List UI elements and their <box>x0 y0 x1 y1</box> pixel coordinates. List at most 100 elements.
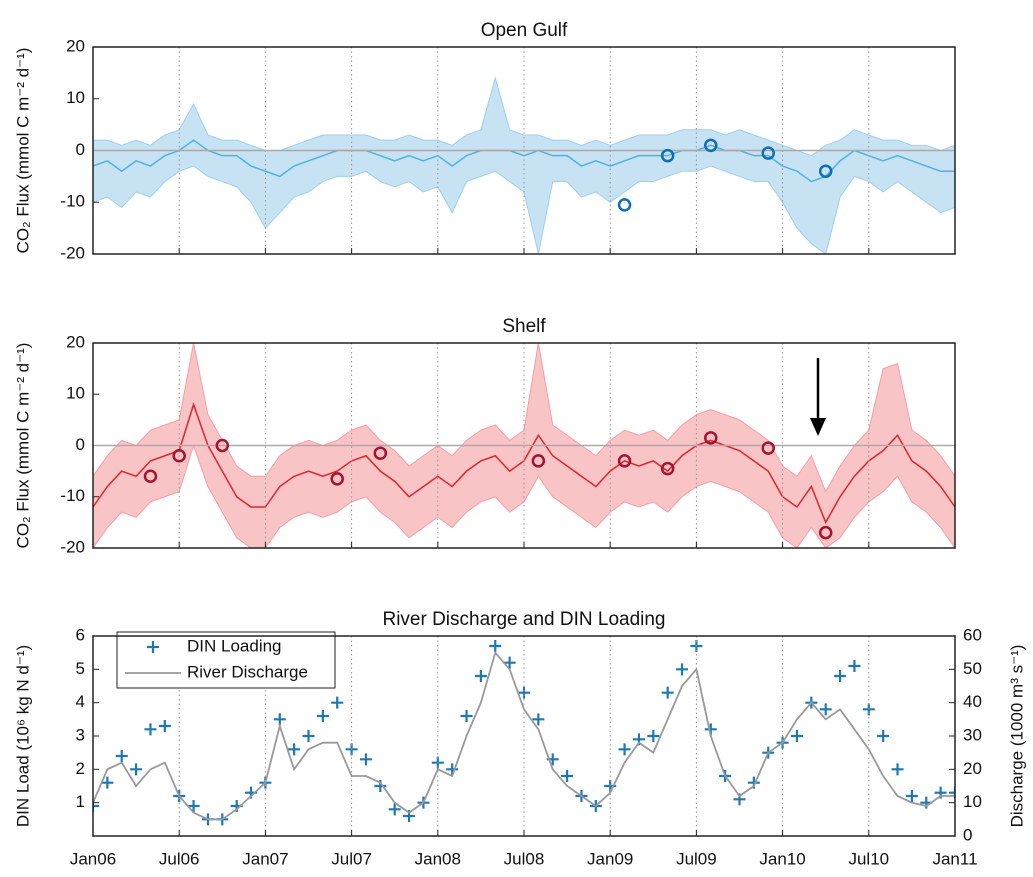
y-tick-label: 10 <box>66 384 85 403</box>
din-marker <box>446 763 459 776</box>
panel <box>93 640 955 826</box>
y-tick-label: 2 <box>76 759 85 778</box>
panel-title: River Discharge and DIN Loading <box>382 609 665 630</box>
y-tick-label: 1 <box>76 792 85 811</box>
din-marker <box>130 763 143 776</box>
observation <box>172 449 186 463</box>
din-marker <box>561 770 574 782</box>
observation <box>704 138 718 153</box>
observation <box>660 461 675 476</box>
observation <box>531 454 546 468</box>
y-tick-label: 6 <box>76 625 85 644</box>
din-marker <box>834 670 847 682</box>
observation <box>143 469 158 483</box>
din-marker <box>187 800 200 812</box>
y2-tick-label: 0 <box>963 825 972 844</box>
din-marker <box>359 753 372 766</box>
y-tick-label: -20 <box>60 243 85 262</box>
din-marker <box>848 660 861 672</box>
y-tick-label: 0 <box>76 140 85 159</box>
din-marker <box>618 743 631 756</box>
x-tick-label: Jan06 <box>70 849 116 868</box>
x-tick-label: Jul07 <box>331 849 372 868</box>
din-marker <box>647 730 660 742</box>
y2-axis-label: Discharge (1000 m³ s⁻¹) <box>1007 645 1026 828</box>
legend-symbol <box>147 641 159 653</box>
y2-tick-label: 40 <box>963 692 982 711</box>
x-tick-label: Jan11 <box>932 849 977 868</box>
y-tick-label: 0 <box>76 435 85 454</box>
din-marker <box>532 713 545 726</box>
observation <box>761 441 775 455</box>
observation <box>617 198 632 212</box>
din-marker <box>101 776 114 789</box>
x-tick-label: Jul06 <box>159 849 200 868</box>
din-marker <box>474 670 487 682</box>
plot-frame <box>92 342 956 549</box>
din-marker <box>489 640 502 652</box>
din-marker <box>877 730 890 742</box>
x-tick-label: Jan09 <box>587 849 633 868</box>
panel-title: Open Gulf <box>481 20 568 41</box>
x-tick-label: Jan08 <box>415 849 461 868</box>
observation <box>818 525 833 540</box>
y2-tick-label: 20 <box>963 759 982 778</box>
din-marker <box>115 750 128 762</box>
x-tick-label: Jul08 <box>504 849 545 868</box>
din-marker <box>518 686 530 699</box>
observation <box>617 454 632 468</box>
din-marker <box>288 743 301 756</box>
plot-frame <box>92 46 956 255</box>
y-tick-label: -20 <box>60 537 85 556</box>
observation <box>330 472 344 486</box>
y-tick-label: 3 <box>76 725 85 744</box>
y-axis-label: DIN Load (10⁶ kg N d⁻¹) <box>13 645 32 827</box>
y2-tick-label: 60 <box>963 625 982 644</box>
y-axis-label: CO₂ Flux (mmol C m⁻² d⁻¹) <box>13 343 32 549</box>
observation <box>660 148 675 163</box>
y-axis-label: CO₂ Flux (mmol C m⁻² d⁻¹) <box>13 48 32 254</box>
y-tick-label: 10 <box>66 88 85 107</box>
y2-tick-label: 30 <box>963 725 982 744</box>
din-marker <box>316 710 329 722</box>
din-marker <box>93 800 99 812</box>
observation <box>818 164 833 178</box>
y-tick-label: 4 <box>76 692 85 711</box>
plot-frame <box>92 635 956 837</box>
x-tick-label: Jul09 <box>676 849 717 868</box>
din-marker <box>905 790 918 802</box>
observation <box>373 446 388 460</box>
observation <box>215 438 230 453</box>
annotation-arrow <box>810 358 826 436</box>
din-marker <box>819 703 832 716</box>
y-tick-label: 20 <box>66 36 85 55</box>
y-tick-label: 20 <box>66 332 85 351</box>
din-marker <box>503 656 516 669</box>
y-tick-label: 5 <box>76 659 85 678</box>
din-marker <box>331 696 344 709</box>
x-tick-label: Jan10 <box>759 849 805 868</box>
din-marker <box>949 786 955 799</box>
din-marker <box>891 763 904 776</box>
panel-title: Shelf <box>502 316 546 337</box>
din-marker <box>388 803 401 816</box>
y2-tick-label: 50 <box>963 659 982 678</box>
din-marker <box>302 730 315 742</box>
din-marker <box>676 663 689 676</box>
y-tick-label: -10 <box>60 192 85 211</box>
observation <box>761 146 775 160</box>
x-tick-label: Jan07 <box>242 849 288 868</box>
observation <box>704 431 718 445</box>
din-marker <box>158 720 171 732</box>
din-marker <box>460 710 473 722</box>
din-marker <box>661 686 674 699</box>
legend-label: DIN Loading <box>187 636 282 655</box>
din-marker <box>790 730 803 742</box>
y-tick-label: -10 <box>60 486 85 505</box>
legend-label: River Discharge <box>187 662 308 681</box>
din-marker <box>144 723 157 736</box>
uncertainty-band <box>93 76 955 254</box>
y2-tick-label: 10 <box>963 792 982 811</box>
x-tick-label: Jul10 <box>848 849 889 868</box>
